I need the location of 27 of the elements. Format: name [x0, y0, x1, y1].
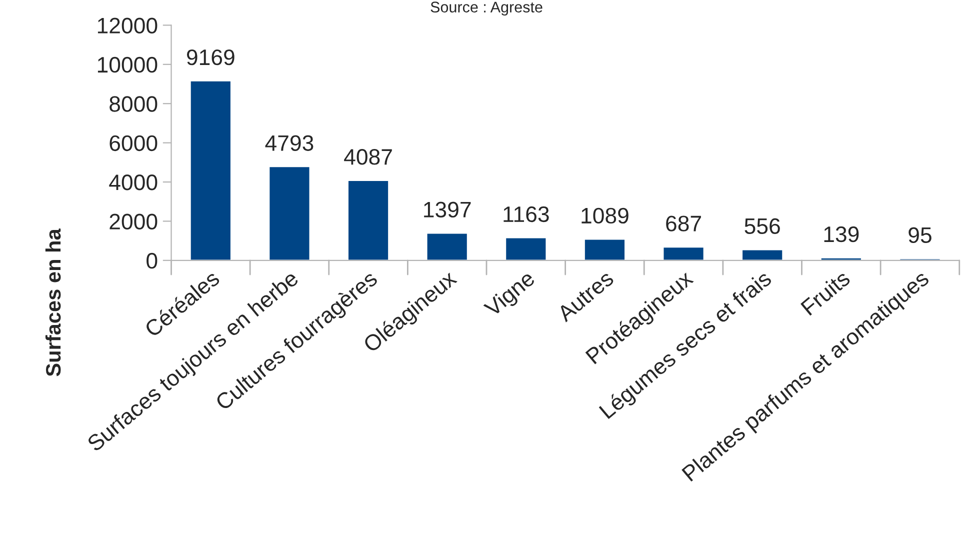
data-label: 687: [666, 216, 701, 232]
data-label: 1397: [424, 202, 471, 218]
y-tick-label: 6000: [110, 135, 158, 152]
bar: [662, 246, 705, 260]
y-tick-label: 2000: [110, 214, 158, 230]
bar: [584, 238, 626, 260]
data-label: 1163: [504, 206, 549, 222]
y-tick-label: 12000: [98, 18, 158, 34]
y-axis-title: Surfaces en ha: [45, 228, 61, 376]
bar: [741, 248, 784, 260]
data-label: 556: [744, 218, 780, 234]
bar: [426, 232, 468, 260]
data-label: 4793: [265, 135, 314, 151]
bar: [268, 166, 311, 260]
data-label: 4087: [344, 149, 392, 165]
y-tick-label: 10000: [98, 56, 158, 73]
source-note: Source : Agreste: [430, 2, 542, 16]
bar: [189, 80, 232, 260]
data-label: 139: [824, 226, 859, 242]
y-tick-label: 8000: [110, 96, 158, 112]
data-label: 1089: [582, 208, 628, 224]
y-tick-label: 0: [146, 252, 158, 269]
bar: [504, 236, 548, 260]
bar: [347, 180, 390, 260]
data-label: 95: [908, 227, 932, 244]
y-tick-label: 4000: [109, 174, 158, 190]
data-label: 9169: [186, 49, 234, 66]
